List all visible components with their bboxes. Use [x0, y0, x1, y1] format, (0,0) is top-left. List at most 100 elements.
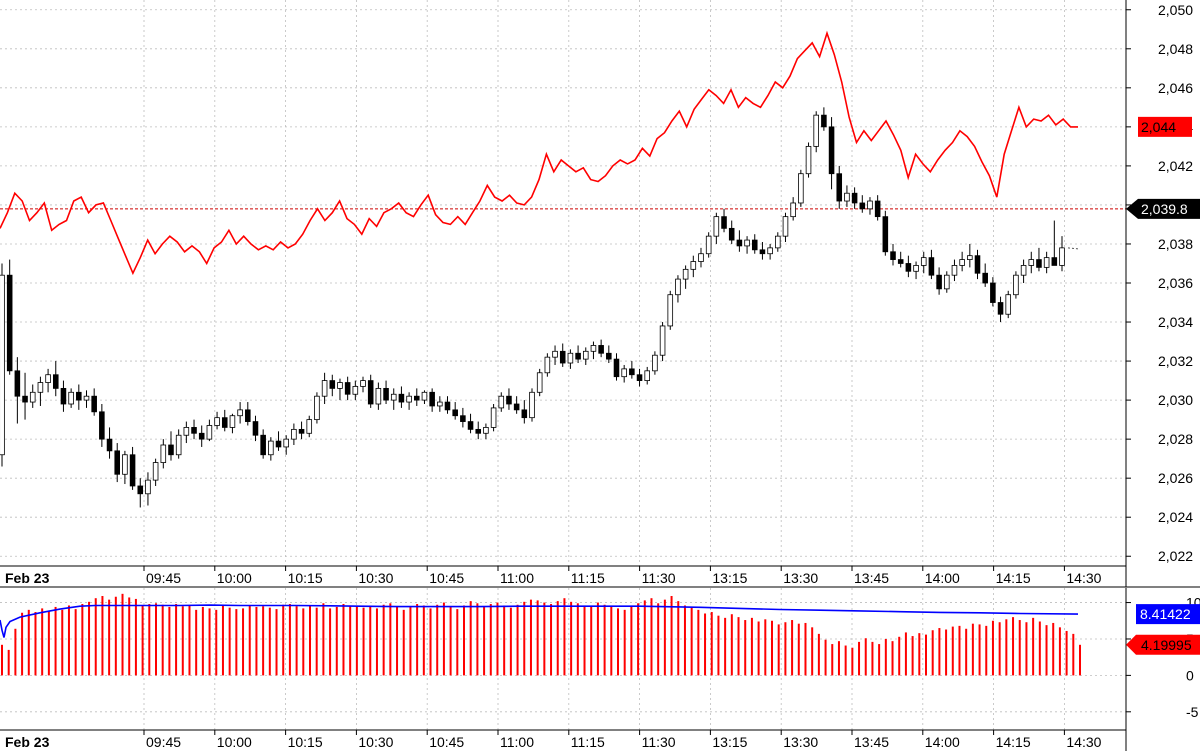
candle-body [905, 263, 912, 272]
candle-body [728, 227, 735, 241]
candle-body [705, 235, 712, 255]
candle-body [836, 173, 843, 202]
reference-price-tag-shape [1126, 198, 1200, 219]
candle-body [460, 415, 466, 422]
volume-bar [1032, 617, 1035, 676]
volume-bar [248, 605, 251, 676]
candle-body [621, 368, 627, 378]
candle-body [452, 409, 458, 417]
last-candle-dash [1067, 247, 1079, 250]
candle-body [767, 247, 773, 255]
volume-bar [141, 605, 144, 676]
candle-body [698, 253, 704, 262]
volume-bar [851, 647, 854, 676]
price-y-tick-label: 2,032 [1158, 353, 1193, 369]
candle-body [145, 479, 151, 495]
price-x-tick-label: 13:45 [854, 570, 889, 586]
candle-body [721, 216, 727, 229]
volume-date-label: Feb 23 [5, 734, 50, 750]
candle-body [221, 417, 228, 428]
volume-bar [1012, 617, 1015, 676]
candle-body [344, 382, 351, 395]
volume-bar [121, 593, 124, 676]
candle-body [859, 202, 866, 210]
candle-body [122, 454, 128, 475]
price-date-label: Feb 23 [5, 570, 50, 586]
price-y-tick-label: 2,034 [1158, 314, 1193, 330]
volume-bar [945, 629, 948, 676]
volume-bar [47, 611, 50, 676]
volume-bar [74, 609, 77, 676]
volume-x-tick-label: 14:30 [1066, 734, 1101, 750]
volume-bar [804, 622, 807, 676]
candle-body [60, 387, 67, 405]
volume-bar [369, 605, 372, 676]
candle-body [897, 259, 904, 264]
volume-bar [422, 605, 425, 676]
volume-bar [563, 598, 566, 676]
price-y-tick-label: 2,042 [1158, 158, 1193, 174]
candle-body [1005, 294, 1012, 315]
price-x-tick-label: 11:15 [571, 570, 605, 586]
candle-body [206, 425, 213, 440]
price-y-tick-label: 2,038 [1158, 236, 1193, 252]
volume-bar [342, 604, 345, 676]
candle-body [513, 403, 520, 411]
volume-bar [878, 644, 881, 676]
candle-body [851, 192, 858, 204]
volume-x-tick-label: 10:15 [288, 734, 323, 750]
candle-body [160, 444, 167, 463]
volume-bar [643, 600, 646, 676]
candlestick-series [0, 107, 1079, 508]
volume-bar [469, 601, 472, 676]
volume-bar [228, 607, 231, 676]
volume-bar [824, 639, 827, 676]
volume-bar [958, 625, 961, 676]
volume-x-tick-label: 10:30 [358, 734, 393, 750]
candle-body [99, 411, 105, 440]
candle-body [928, 257, 935, 276]
candle-body [314, 395, 320, 421]
volume-bar [590, 606, 593, 676]
candle-body [252, 421, 259, 436]
volume-average-line [0, 604, 1079, 638]
volume-bar [637, 603, 640, 676]
candle-body [951, 265, 958, 276]
candle-body [867, 200, 873, 210]
price-x-tick-label: 14:15 [996, 570, 1031, 586]
candle-body [490, 407, 497, 428]
volume-bar [610, 606, 613, 676]
candle-body [959, 259, 965, 266]
volume-bar [456, 609, 459, 676]
volume-bar [262, 606, 265, 676]
price-x-tick-label: 14:00 [925, 570, 960, 586]
volume-bar [309, 605, 311, 676]
candle-body [467, 421, 474, 430]
volume-bar [1018, 620, 1021, 676]
reference-price-tag-label: 2,039.8 [1141, 201, 1188, 217]
volume-bar [148, 604, 151, 676]
last-price-tag-label: 2,044 [1141, 119, 1176, 135]
price-y-tick-label: 2,050 [1158, 2, 1193, 18]
candle-body [805, 145, 812, 175]
overlay-line-series [0, 30, 1078, 276]
volume-x-tick-labels: 09:45 10:00 10:15 10:30 10:45 11:00 11:15 11:30… [143, 730, 1102, 750]
volume-bar [704, 613, 707, 676]
candle-body [529, 391, 535, 419]
volume-bar [108, 599, 111, 676]
volume-bar [523, 601, 526, 676]
candle-body [129, 454, 136, 487]
candle-body [260, 434, 266, 456]
candle-body [37, 382, 44, 393]
price-x-tick-label: 10:45 [429, 570, 464, 586]
candle-body [644, 370, 650, 381]
candle-body [14, 370, 21, 397]
volume-bar [697, 609, 700, 676]
volume-x-tick-label: 13:30 [783, 734, 818, 750]
volume-bar [88, 601, 91, 676]
candle-body [321, 380, 328, 397]
candle-body [52, 374, 59, 389]
volume-bar [730, 614, 733, 676]
volume-y-tick-label: -5 [1186, 704, 1199, 720]
price-y-tick-label: 2,028 [1158, 431, 1193, 447]
